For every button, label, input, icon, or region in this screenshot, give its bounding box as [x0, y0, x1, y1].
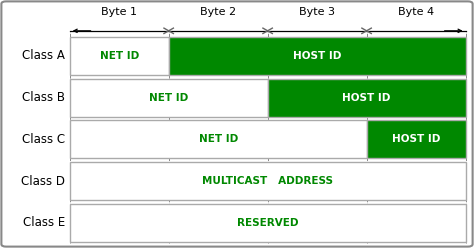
Bar: [70, 204, 465, 242]
Text: Byte 1: Byte 1: [101, 7, 137, 17]
Text: NET ID: NET ID: [199, 134, 238, 144]
Text: NET ID: NET ID: [100, 51, 139, 61]
Text: HOST ID: HOST ID: [392, 134, 440, 144]
Text: Class C: Class C: [22, 133, 65, 146]
Text: HOST ID: HOST ID: [342, 93, 391, 103]
Text: Byte 2: Byte 2: [200, 7, 236, 17]
Text: RESERVED: RESERVED: [237, 218, 298, 228]
Text: Class A: Class A: [22, 49, 65, 62]
Text: Byte 3: Byte 3: [299, 7, 335, 17]
Text: Class D: Class D: [21, 175, 65, 187]
Bar: [268, 79, 465, 117]
Bar: [70, 120, 366, 158]
Bar: [366, 120, 465, 158]
Text: MULTICAST   ADDRESS: MULTICAST ADDRESS: [202, 176, 333, 186]
Bar: [70, 162, 465, 200]
Text: HOST ID: HOST ID: [293, 51, 341, 61]
Text: NET ID: NET ID: [149, 93, 188, 103]
Bar: [70, 37, 169, 75]
Text: Class B: Class B: [22, 91, 65, 104]
Text: Byte 4: Byte 4: [398, 7, 434, 17]
Bar: [70, 79, 268, 117]
Text: Class E: Class E: [23, 216, 65, 229]
Bar: [169, 37, 465, 75]
